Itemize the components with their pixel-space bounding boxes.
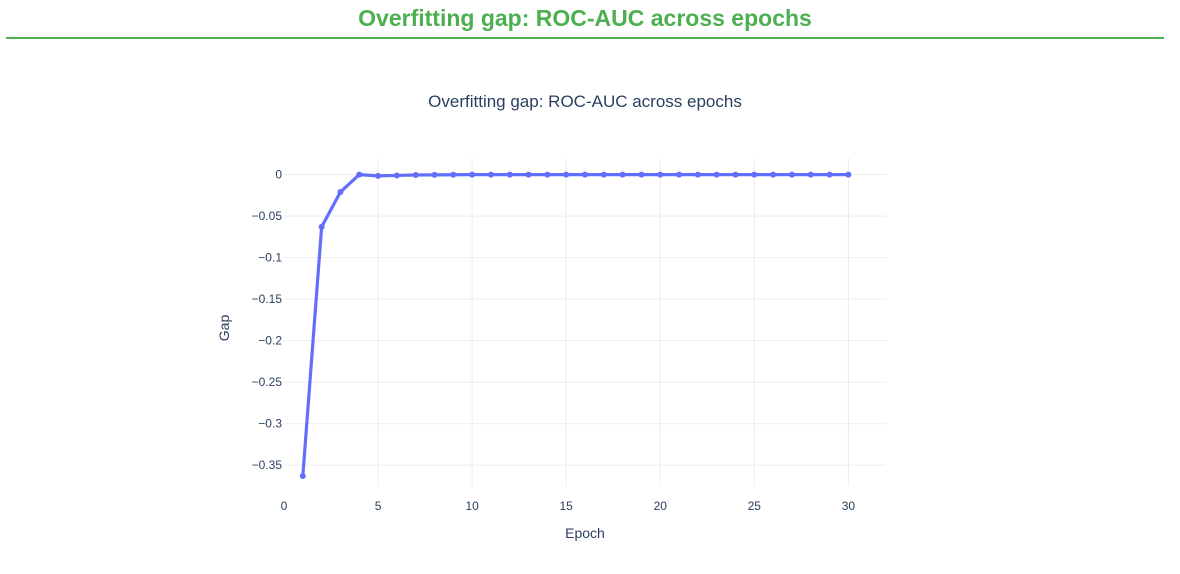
- x-tick-label: 15: [560, 499, 574, 513]
- data-point[interactable]: [713, 171, 720, 178]
- x-tick-label: 30: [842, 499, 856, 513]
- data-point[interactable]: [788, 171, 795, 178]
- data-point[interactable]: [469, 171, 476, 178]
- data-point[interactable]: [732, 171, 739, 178]
- y-tick-label: −0.05: [252, 209, 283, 223]
- x-axis-ticks: 0 5 10 15 20 25 30: [281, 499, 856, 513]
- line-chart: Overfitting gap: ROC-AUC across epochs 0…: [216, 92, 886, 541]
- data-point[interactable]: [563, 171, 570, 178]
- y-tick-label: −0.3: [258, 417, 282, 431]
- data-point[interactable]: [676, 171, 683, 178]
- data-point[interactable]: [525, 171, 532, 178]
- data-point[interactable]: [807, 171, 814, 178]
- x-tick-label: 10: [465, 499, 479, 513]
- data-point[interactable]: [845, 171, 852, 178]
- chart-title: Overfitting gap: ROC-AUC across epochs: [428, 92, 742, 111]
- data-point[interactable]: [393, 172, 400, 179]
- data-point[interactable]: [356, 171, 363, 178]
- data-point[interactable]: [770, 171, 777, 178]
- x-tick-label: 25: [748, 499, 762, 513]
- series-line: [301, 173, 850, 478]
- y-tick-label: 0: [275, 168, 282, 182]
- x-tick-label: 20: [654, 499, 668, 513]
- data-point[interactable]: [638, 171, 645, 178]
- data-point[interactable]: [544, 171, 551, 178]
- data-point[interactable]: [318, 223, 325, 230]
- series-layer: [299, 171, 852, 480]
- y-axis-label: Gap: [216, 315, 232, 342]
- data-point[interactable]: [600, 171, 607, 178]
- data-point[interactable]: [506, 171, 513, 178]
- data-point[interactable]: [431, 171, 438, 178]
- x-axis-label: Epoch: [565, 525, 605, 541]
- grid-lines: [284, 158, 886, 486]
- data-point[interactable]: [582, 171, 588, 178]
- chart-container: Overfitting gap: ROC-AUC across epochs 0…: [0, 40, 1180, 569]
- data-point[interactable]: [450, 171, 457, 178]
- y-tick-label: −0.15: [252, 292, 283, 306]
- page-header: Overfitting gap: ROC-AUC across epochs: [6, 0, 1164, 39]
- y-tick-label: −0.2: [258, 334, 282, 348]
- y-axis-ticks: 0 −0.05 −0.1 −0.15 −0.2 −0.25 −0.3 −0.35: [252, 168, 283, 473]
- data-point[interactable]: [826, 171, 833, 178]
- data-point[interactable]: [337, 189, 344, 196]
- y-tick-label: −0.35: [252, 458, 283, 472]
- data-point[interactable]: [619, 171, 626, 178]
- data-point[interactable]: [694, 171, 701, 178]
- y-tick-label: −0.25: [252, 375, 283, 389]
- y-tick-label: −0.1: [258, 251, 282, 265]
- data-point[interactable]: [299, 473, 306, 480]
- x-tick-label: 5: [375, 499, 382, 513]
- data-point[interactable]: [375, 172, 382, 179]
- data-point[interactable]: [487, 171, 494, 178]
- data-point[interactable]: [412, 172, 419, 179]
- page-heading: Overfitting gap: ROC-AUC across epochs: [358, 5, 812, 31]
- x-tick-label: 0: [281, 499, 288, 513]
- data-point[interactable]: [657, 171, 664, 178]
- data-point[interactable]: [751, 171, 758, 178]
